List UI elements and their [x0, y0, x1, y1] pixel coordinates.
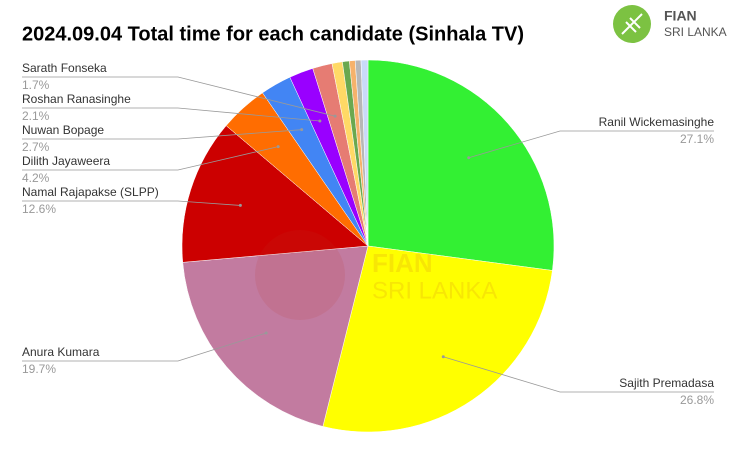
leader-line: [468, 130, 714, 159]
logo: FIAN SRI LANKA: [613, 5, 727, 43]
slice-value-label: 19.7%: [22, 362, 56, 376]
slice-label: Roshan Ranasinghe: [22, 92, 131, 106]
leader-line: [22, 76, 336, 117]
chart-title: 2024.09.04 Total time for each candidate…: [22, 23, 524, 45]
logo-subtitle: SRI LANKA: [664, 25, 727, 39]
slice-label: Sarath Fonseka: [22, 61, 107, 75]
leader-line: [443, 356, 714, 393]
pie-slice: [322, 245, 553, 433]
leader-dot: [264, 331, 268, 335]
pie: [181, 59, 555, 433]
watermark-icon: [255, 230, 345, 320]
pie-slice: [360, 59, 369, 247]
pie-slice: [367, 59, 555, 271]
slice-label: Sajith Premadasa: [619, 376, 714, 390]
pie-slice: [181, 125, 369, 263]
slice-value-label: 4.2%: [22, 171, 50, 185]
slice-value-label: 26.8%: [680, 393, 714, 407]
watermark-name: FIAN: [372, 248, 433, 278]
slice-label: Anura Kumara: [22, 345, 100, 359]
logo-mark: [621, 13, 643, 35]
leader-dot: [441, 355, 445, 359]
watermark: FIAN SRI LANKA: [255, 230, 497, 320]
pie-slice: [182, 245, 369, 427]
slice-value-label: 1.7%: [22, 78, 50, 92]
slice-value-label: 2.7%: [22, 140, 50, 154]
leader-dot: [276, 145, 280, 149]
slice-label: Nuwan Bopage: [22, 123, 104, 137]
leader-dot: [300, 128, 304, 132]
slice-value-label: 12.6%: [22, 202, 56, 216]
leader-line: [22, 129, 302, 140]
leader-dot: [318, 119, 322, 123]
slice-label: Namal Rajapakse (SLPP): [22, 185, 159, 199]
logo-name: FIAN: [664, 8, 697, 24]
watermark-subtitle: SRI LANKA: [372, 277, 497, 304]
leader-dot: [333, 114, 337, 118]
leader-dot: [467, 156, 471, 160]
leader-line: [22, 107, 320, 122]
slice-value-label: 2.1%: [22, 109, 50, 123]
leader-dot: [238, 203, 242, 207]
slice-label: Dilith Jayaweera: [22, 154, 110, 168]
slice-label: Ranil Wickemasinghe: [599, 115, 715, 129]
leader-line: [22, 146, 279, 171]
leader-line: [22, 200, 241, 206]
leader-line: [22, 332, 267, 362]
slice-value-label: 27.1%: [680, 132, 714, 146]
